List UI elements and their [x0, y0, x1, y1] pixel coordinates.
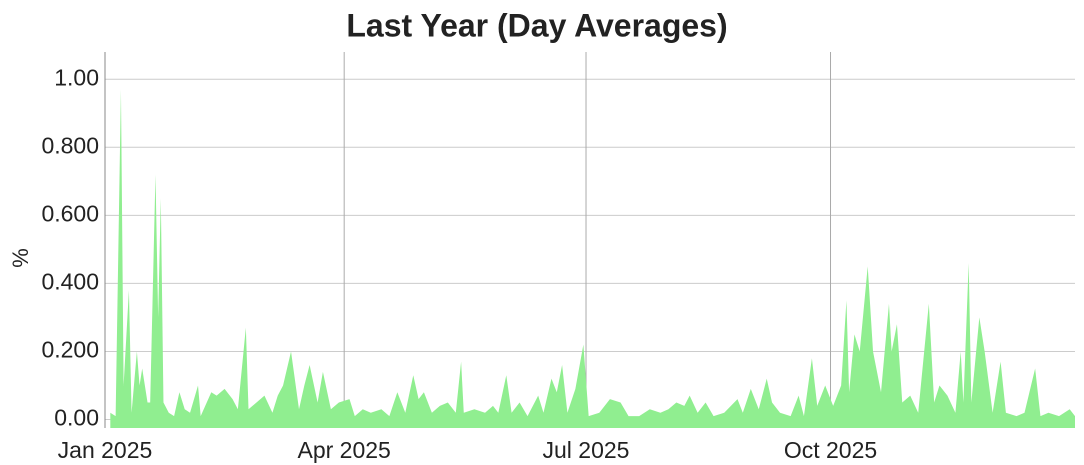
y-tick-label: 0.400 — [41, 268, 99, 294]
y-tick-label: 1.00 — [54, 64, 99, 90]
x-tick-label: Oct 2025 — [784, 437, 877, 463]
y-tick-label: 0.200 — [41, 337, 99, 363]
y-tick-label: 0.00 — [54, 405, 99, 431]
x-tick-label: Jul 2025 — [543, 437, 630, 463]
x-tick-label: Jan 2025 — [58, 437, 153, 463]
y-axis-label: % — [8, 248, 33, 268]
area — [110, 89, 1076, 428]
x-tick-label: Apr 2025 — [297, 437, 390, 463]
chart-title: Last Year (Day Averages) — [346, 7, 727, 43]
y-tick-label: 0.800 — [41, 132, 99, 158]
y-tick-label: 0.600 — [41, 200, 99, 226]
